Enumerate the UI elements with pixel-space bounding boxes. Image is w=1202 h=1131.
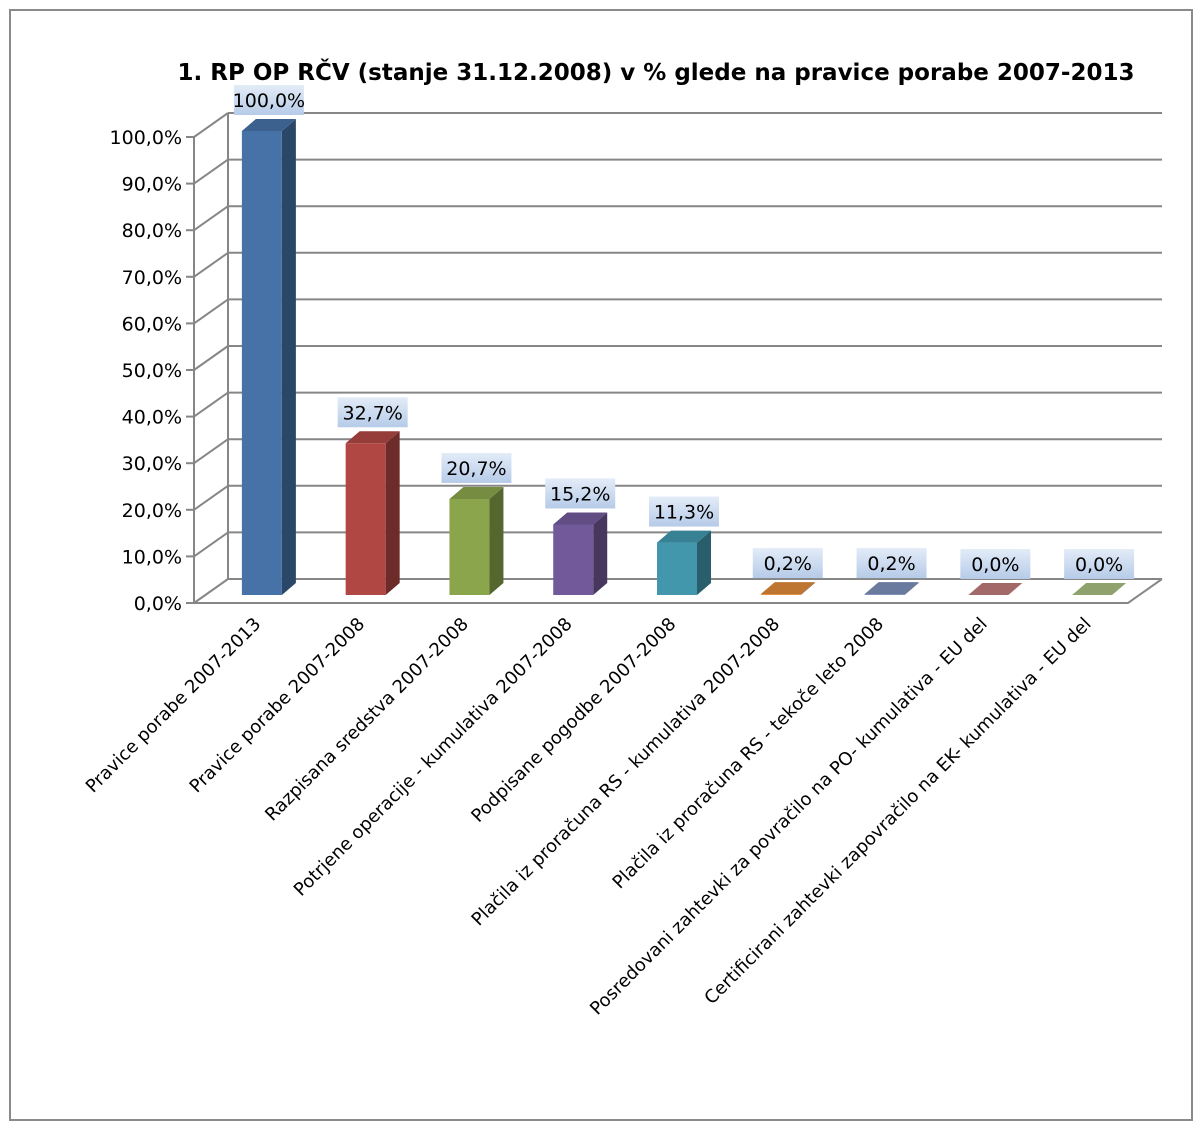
data-label-bg (545, 478, 616, 509)
gridline-depth (193, 251, 229, 278)
y-axis-ticks: 0,0% 10,0% 20,0% 30,0% 40,0% 50,0% 60,0% 70,0% 8… (110, 127, 182, 615)
data-label-text: 15,2% (550, 483, 610, 505)
data-label-bg (649, 496, 719, 527)
y-tick-label: 90,0% (122, 174, 182, 196)
y-tick-label: 30,0% (122, 453, 182, 475)
y-tick-label: 70,0% (122, 267, 182, 289)
data-label-bg (752, 548, 823, 579)
bar-top (345, 431, 400, 444)
y-tick-label: 20,0% (122, 500, 182, 522)
bar (449, 486, 504, 595)
x-tick-label: Certificirani zahtevki zapovračilo na EK… (700, 614, 1095, 1009)
y-tick-label: 80,0% (122, 220, 182, 242)
x-tick-label: Razpisana sredstva 2007-2008 (261, 614, 473, 826)
y-tick-label: 50,0% (122, 360, 182, 382)
bar-top (760, 582, 815, 595)
bar-front (345, 443, 386, 595)
floor-edge (194, 578, 1163, 604)
gridline-depth (193, 205, 229, 232)
bar-top (657, 530, 711, 543)
bar-side (281, 119, 296, 595)
chart-title: 1. RP OP RČV (stanje 31.12.2008) v % gle… (178, 58, 1135, 86)
gridlines (193, 112, 1162, 604)
bar-top (1072, 583, 1127, 595)
bar-top (553, 512, 608, 525)
gridline-depth (193, 158, 229, 185)
data-label: 32,7% (337, 397, 408, 428)
y-tick-label: 40,0% (122, 407, 182, 429)
y-tick-label: 10,0% (122, 546, 182, 568)
data-label: 0,0% (960, 549, 1031, 579)
data-label-text: 11,3% (654, 502, 714, 524)
bar (1072, 583, 1127, 595)
bar-front (760, 594, 801, 595)
gridline-depth (193, 298, 229, 325)
data-label: 100,0% (233, 85, 305, 115)
bar-side (697, 530, 711, 595)
gridline-depth (193, 112, 229, 138)
gridline-depth (193, 438, 229, 465)
bar-side (593, 512, 608, 595)
bar-top (449, 486, 504, 499)
data-label: 0,2% (856, 548, 927, 579)
x-tick-label: Pravice porabe 2007-2008 (186, 614, 370, 798)
bar (345, 431, 400, 595)
axes (186, 113, 1163, 604)
bar-side (489, 486, 504, 595)
bar-side (385, 431, 400, 595)
bar-top (968, 583, 1023, 595)
bar (553, 512, 608, 595)
data-label-text: 100,0% (233, 90, 305, 112)
data-labels: 100,0% 32,7% 20,7% 15,2% 11,3% 0,2% 0,2% 0,0% 0,… (233, 85, 1135, 579)
gridline-depth (193, 484, 229, 511)
gridline-depth (193, 578, 229, 604)
x-tick-label: Podpisane pogodbe 2007-2008 (467, 614, 680, 827)
y-tick-label: 0,0% (134, 593, 182, 615)
bar-side (800, 582, 815, 595)
data-label: 20,7% (441, 452, 512, 483)
bar-side (904, 582, 919, 595)
bar-top (864, 582, 919, 595)
data-label-bg (233, 85, 304, 115)
data-label-text: 0,2% (867, 553, 915, 575)
data-label-text: 0,0% (1075, 554, 1123, 576)
bar-front (553, 524, 594, 595)
bar-top (241, 119, 296, 131)
data-label-bg (960, 549, 1031, 579)
bar (241, 119, 296, 595)
data-label-text: 0,0% (971, 554, 1019, 576)
bar (760, 582, 815, 595)
data-label-bg (441, 452, 512, 483)
x-tick-label: Pravice porabe 2007-2013 (82, 614, 266, 798)
data-label: 15,2% (545, 478, 616, 509)
x-tick-label: Posredovani zahtevki za povračilo na PO-… (586, 614, 992, 1020)
data-label: 11,3% (649, 496, 719, 527)
gridline-depth (193, 531, 229, 558)
bars (241, 119, 1127, 595)
bar-front (657, 542, 697, 595)
data-label-text: 32,7% (342, 402, 402, 424)
bar (968, 583, 1023, 595)
data-label-bg (1064, 549, 1135, 579)
bar-front (241, 131, 282, 595)
y-tick-label: 100,0% (110, 127, 182, 149)
data-label: 0,2% (752, 548, 823, 579)
gridline-depth (193, 391, 229, 418)
bar-front (449, 498, 490, 595)
data-label-bg (856, 548, 927, 579)
data-label: 0,0% (1064, 549, 1135, 579)
bar (864, 582, 919, 595)
data-label-text: 20,7% (446, 458, 506, 480)
data-label-text: 0,2% (764, 553, 812, 575)
bar-front (864, 594, 905, 595)
data-label-bg (337, 397, 408, 428)
y-tick-label: 60,0% (122, 313, 182, 335)
bar (657, 530, 711, 595)
gridline-depth (193, 345, 229, 371)
